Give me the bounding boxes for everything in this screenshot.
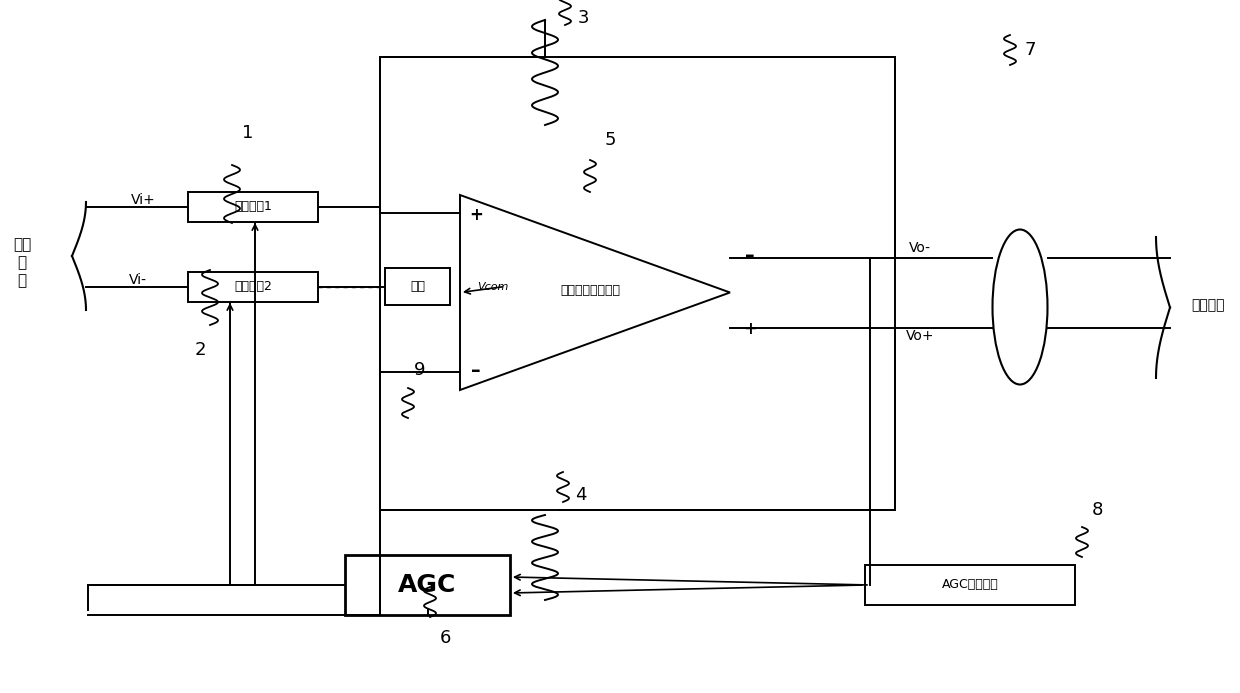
Text: –: – bbox=[745, 246, 755, 265]
Text: Vcom: Vcom bbox=[477, 281, 508, 292]
Text: Vi-: Vi- bbox=[129, 273, 148, 287]
Text: 输: 输 bbox=[17, 256, 26, 270]
Text: 6: 6 bbox=[439, 629, 450, 647]
Text: –: – bbox=[471, 360, 481, 380]
Text: Vi+: Vi+ bbox=[130, 193, 155, 207]
Text: 2: 2 bbox=[195, 341, 206, 359]
Bar bbox=[866, 565, 1075, 605]
Text: Vo+: Vo+ bbox=[905, 329, 934, 343]
Text: 全差分运算放大器: 全差分运算放大器 bbox=[560, 283, 620, 297]
Text: AGC: AGC bbox=[398, 573, 456, 597]
Text: 4: 4 bbox=[575, 486, 587, 504]
Text: 8: 8 bbox=[1091, 501, 1102, 519]
Text: +: + bbox=[743, 320, 756, 338]
Text: 可调电阻2: 可调电阻2 bbox=[234, 281, 272, 294]
Text: 9: 9 bbox=[414, 361, 425, 379]
Bar bbox=[379, 57, 895, 510]
Text: AGC参考电压: AGC参考电压 bbox=[941, 579, 998, 592]
Text: 3: 3 bbox=[578, 9, 589, 27]
Text: Vo-: Vo- bbox=[909, 241, 931, 255]
Text: 入: 入 bbox=[17, 274, 26, 288]
Text: 差分: 差分 bbox=[12, 238, 31, 252]
Text: 可调电阻1: 可调电阻1 bbox=[234, 200, 272, 213]
Bar bbox=[188, 192, 317, 222]
Text: 7: 7 bbox=[1024, 41, 1035, 59]
Bar bbox=[384, 268, 450, 305]
Text: +: + bbox=[469, 206, 482, 224]
Text: 5: 5 bbox=[604, 131, 616, 149]
Bar bbox=[188, 272, 317, 302]
Text: 偏置: 偏置 bbox=[410, 280, 425, 293]
Text: 差分输出: 差分输出 bbox=[1192, 298, 1225, 312]
Bar bbox=[345, 555, 510, 615]
Text: 1: 1 bbox=[242, 124, 254, 142]
